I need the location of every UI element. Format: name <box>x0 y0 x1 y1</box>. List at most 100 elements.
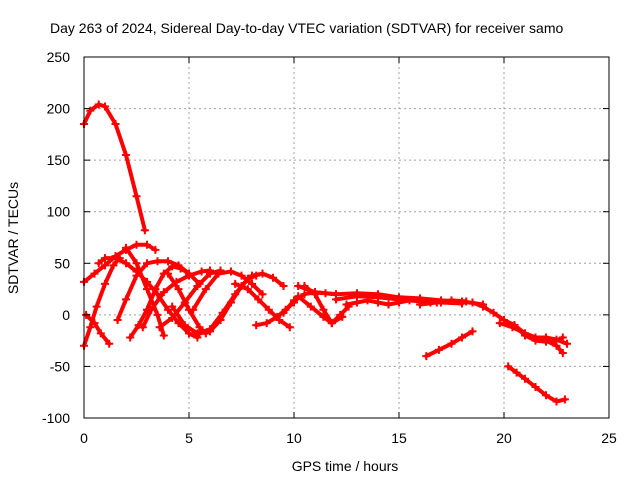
data-point <box>258 269 267 278</box>
data-point <box>153 257 162 266</box>
data-point <box>164 257 172 266</box>
x-tick-label: 10 <box>286 430 302 446</box>
series-pass-28 <box>504 362 569 406</box>
data-point <box>201 285 210 294</box>
data-point <box>206 269 214 278</box>
data-point <box>447 339 456 348</box>
data-point <box>168 302 177 311</box>
data-point <box>311 288 319 297</box>
data-point <box>458 333 466 342</box>
data-point <box>132 240 141 249</box>
data-point <box>552 335 561 344</box>
data-point <box>327 319 336 328</box>
data-point <box>94 100 103 109</box>
y-tick-label: 100 <box>47 204 71 220</box>
y-tick-label: 0 <box>62 307 70 323</box>
data-point <box>422 352 431 361</box>
series-line <box>84 312 112 346</box>
data-point <box>153 310 162 319</box>
data-point <box>489 308 498 317</box>
data-point <box>122 243 130 252</box>
data-point <box>395 298 403 307</box>
data-point <box>147 305 156 314</box>
y-tick-label: 250 <box>47 49 71 65</box>
data-point <box>197 267 206 276</box>
data-point <box>521 374 529 383</box>
data-point <box>542 391 550 400</box>
data-point <box>432 298 441 307</box>
data-point <box>90 269 99 278</box>
x-axis-ticks: 0 5 10 15 20 25 <box>80 57 617 446</box>
data-point <box>143 285 151 294</box>
data-point <box>113 316 122 325</box>
data-point <box>237 271 246 280</box>
data-point <box>195 329 204 338</box>
data-point <box>510 321 519 330</box>
data-point <box>143 240 151 249</box>
data-point <box>560 395 569 404</box>
data-point <box>416 300 424 309</box>
data-point <box>151 285 160 294</box>
data-point <box>180 321 189 330</box>
data-point <box>248 271 256 280</box>
series-line <box>82 102 147 233</box>
data-point <box>279 308 288 317</box>
data-point <box>174 285 183 294</box>
data-point <box>374 298 382 307</box>
data-point <box>132 192 141 201</box>
data-point <box>405 296 414 305</box>
data-point <box>227 267 235 276</box>
y-tick-label: -50 <box>50 358 70 374</box>
x-tick-label: 5 <box>185 430 193 446</box>
data-point <box>363 296 372 305</box>
y-tick-label: 50 <box>54 255 70 271</box>
y-tick-label: 200 <box>47 101 71 117</box>
data-point <box>248 279 256 288</box>
data-point <box>189 305 198 314</box>
series-pass-24 <box>422 327 477 361</box>
data-point <box>512 368 521 377</box>
x-tick-label: 15 <box>391 430 407 446</box>
y-axis-ticks: -100 -50 0 50 100 150 200 250 <box>42 49 609 426</box>
data-point <box>552 397 561 406</box>
data-point <box>132 271 141 280</box>
data-point <box>206 327 214 336</box>
data-point <box>332 295 340 304</box>
x-axis-title: GPS time / hours <box>292 458 399 474</box>
data-point <box>243 285 252 294</box>
data-point <box>155 323 164 332</box>
data-point <box>290 296 298 305</box>
data-point <box>319 305 328 314</box>
series-pass-14 <box>189 267 267 314</box>
data-point <box>300 290 309 299</box>
data-point <box>264 305 273 314</box>
data-point <box>168 262 177 271</box>
data-point <box>164 305 172 314</box>
data-point <box>275 316 284 325</box>
data-point <box>96 329 105 338</box>
series-line <box>418 298 469 307</box>
data-point <box>111 254 120 263</box>
series-pass-1 <box>80 100 149 235</box>
data-point <box>252 321 261 330</box>
data-point <box>254 295 263 304</box>
data-point <box>504 362 513 371</box>
data-point <box>94 259 103 268</box>
data-point <box>384 300 393 309</box>
data-point <box>132 259 141 268</box>
data-point <box>185 329 193 338</box>
data-point <box>143 259 151 268</box>
data-point <box>468 298 477 307</box>
data-point <box>138 323 147 332</box>
data-point <box>151 245 160 254</box>
data-point <box>101 102 109 111</box>
data-point <box>86 323 95 332</box>
data-point <box>122 150 130 159</box>
data-point <box>447 296 456 305</box>
y-tick-label: -100 <box>42 410 70 426</box>
series-layer <box>80 100 571 406</box>
data-point <box>122 259 130 268</box>
data-point <box>101 279 109 288</box>
data-point <box>262 319 271 328</box>
